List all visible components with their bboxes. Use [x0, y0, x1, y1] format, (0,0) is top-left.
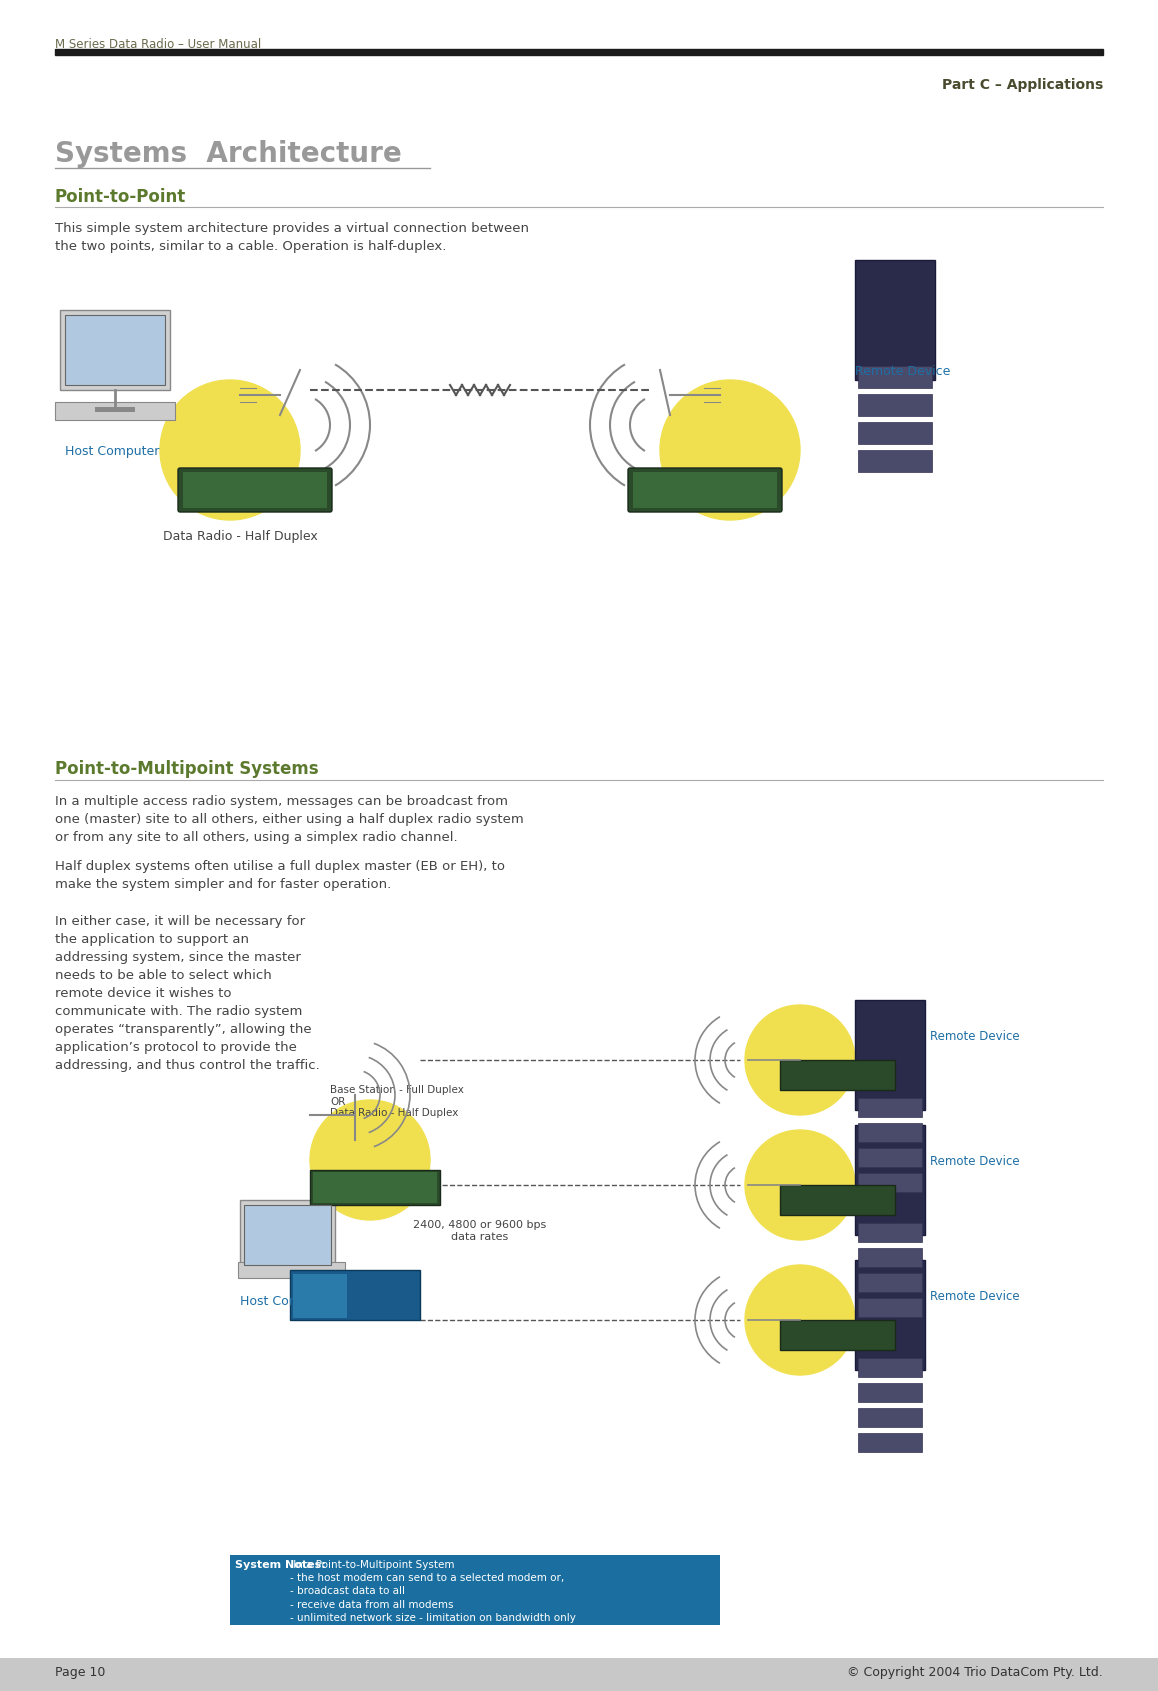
Text: System Notes:: System Notes:: [235, 1561, 325, 1569]
Bar: [855, 1125, 925, 1234]
Bar: [858, 1223, 922, 1241]
Bar: [858, 1358, 922, 1376]
Text: Point-to-Point: Point-to-Point: [54, 188, 186, 206]
Bar: [95, 408, 135, 413]
Bar: [239, 1261, 345, 1278]
Text: In a multiple access radio system, messages can be broadcast from
one (master) s: In a multiple access radio system, messa…: [54, 795, 523, 844]
Bar: [780, 1060, 895, 1091]
Bar: [858, 1383, 922, 1402]
Text: Base Station - Full Duplex
OR
Data Radio - Half Duplex: Base Station - Full Duplex OR Data Radio…: [330, 1086, 464, 1118]
Circle shape: [310, 1101, 430, 1219]
Bar: [858, 1174, 922, 1192]
Bar: [60, 309, 170, 391]
Bar: [855, 260, 935, 380]
Bar: [858, 1123, 922, 1141]
Bar: [855, 999, 925, 1109]
FancyBboxPatch shape: [628, 468, 782, 512]
Bar: [858, 1409, 922, 1427]
Bar: [0, 1657, 1158, 1691]
Bar: [310, 1170, 440, 1206]
Text: 2400, 4800 or 9600 bps
data rates: 2400, 4800 or 9600 bps data rates: [413, 1219, 547, 1241]
Bar: [54, 402, 175, 419]
Bar: [230, 1556, 720, 1625]
Circle shape: [745, 1004, 855, 1114]
Text: Systems  Architecture: Systems Architecture: [54, 140, 402, 167]
Bar: [240, 1201, 335, 1270]
Text: In a Point-to-Multipoint System
- the host modem can send to a selected modem or: In a Point-to-Multipoint System - the ho…: [290, 1561, 633, 1635]
Bar: [858, 1299, 922, 1317]
Bar: [244, 1206, 331, 1265]
Bar: [780, 1185, 895, 1216]
Bar: [290, 1270, 420, 1321]
Bar: [858, 1432, 922, 1453]
Bar: [293, 1273, 347, 1317]
Bar: [858, 450, 932, 472]
Circle shape: [160, 380, 300, 521]
Text: M Series Data Radio – User Manual: M Series Data Radio – User Manual: [54, 37, 262, 51]
Text: Half duplex systems often utilise a full duplex master (EB or EH), to
make the s: Half duplex systems often utilise a full…: [54, 861, 505, 891]
Bar: [633, 472, 777, 507]
Text: Remote Device: Remote Device: [930, 1030, 1020, 1043]
Text: In either case, it will be necessary for
the application to support an
addressin: In either case, it will be necessary for…: [54, 915, 320, 1072]
Text: Remote Device: Remote Device: [930, 1155, 1020, 1168]
Text: Host Computer: Host Computer: [65, 445, 160, 458]
Text: Data Radio - Half Duplex: Data Radio - Half Duplex: [162, 529, 317, 543]
Circle shape: [745, 1130, 855, 1240]
Bar: [858, 1248, 922, 1267]
Text: This simple system architecture provides a virtual connection between
the two po: This simple system architecture provides…: [54, 222, 529, 254]
Circle shape: [660, 380, 800, 521]
Bar: [858, 1273, 922, 1292]
Text: Remote Device: Remote Device: [930, 1290, 1020, 1304]
FancyBboxPatch shape: [178, 468, 332, 512]
Bar: [54, 49, 1104, 56]
Bar: [65, 315, 164, 386]
Bar: [858, 394, 932, 416]
Bar: [858, 423, 932, 445]
Text: Remote Device: Remote Device: [855, 365, 951, 379]
Text: Host Computer: Host Computer: [240, 1295, 335, 1309]
Text: Part C – Applications: Part C – Applications: [941, 78, 1104, 91]
Bar: [858, 1097, 922, 1118]
Bar: [780, 1321, 895, 1349]
Circle shape: [745, 1265, 855, 1375]
Bar: [313, 1172, 437, 1202]
Bar: [183, 472, 327, 507]
Bar: [855, 1260, 925, 1370]
Text: Point-to-Multipoint Systems: Point-to-Multipoint Systems: [54, 759, 318, 778]
Bar: [858, 1148, 922, 1167]
Bar: [858, 365, 932, 387]
Text: Page 10: Page 10: [54, 1666, 105, 1679]
Text: © Copyright 2004 Trio DataCom Pty. Ltd.: © Copyright 2004 Trio DataCom Pty. Ltd.: [848, 1666, 1104, 1679]
